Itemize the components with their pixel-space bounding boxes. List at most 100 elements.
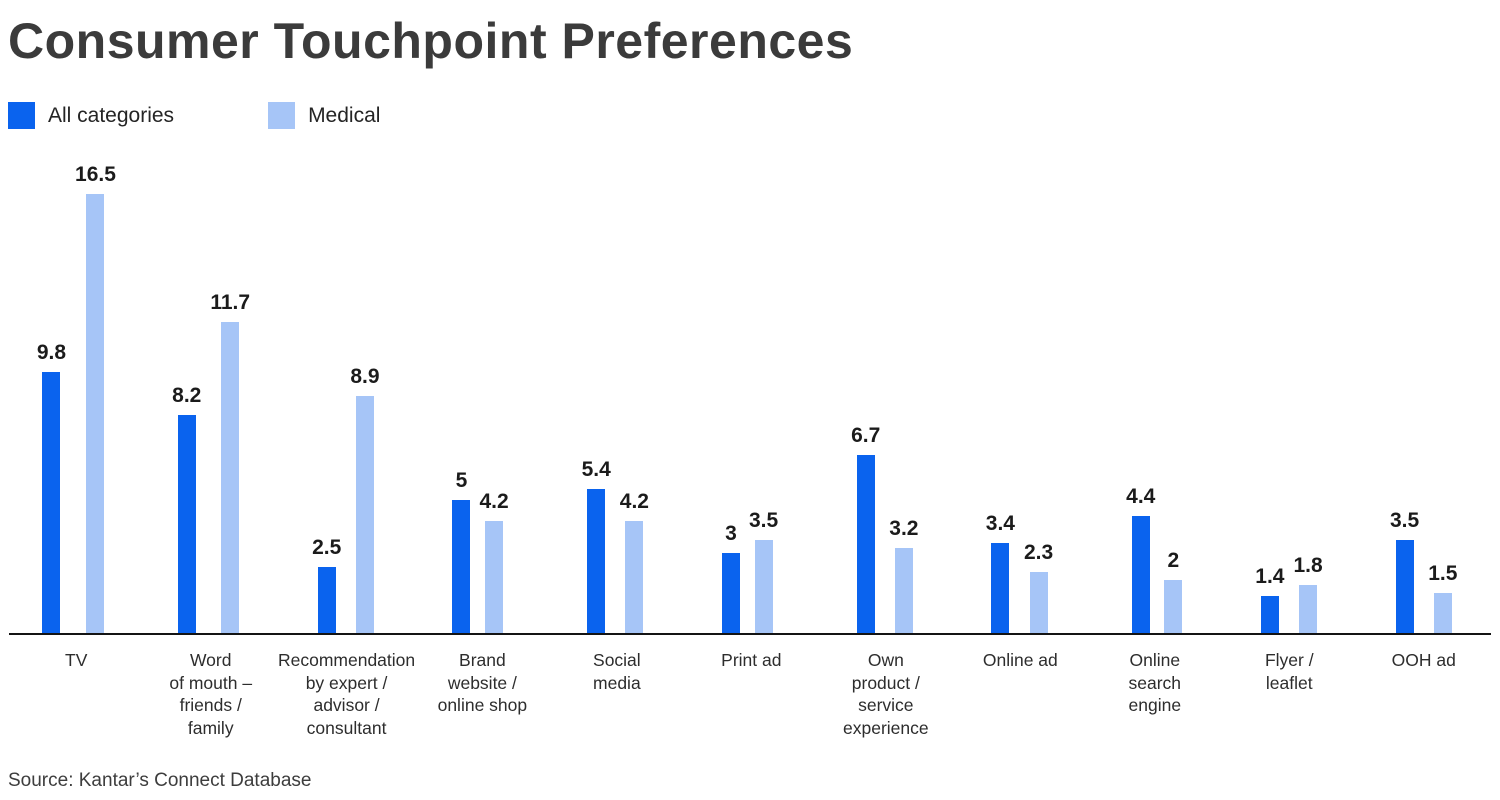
bar bbox=[991, 542, 1010, 633]
value-label: 3.4 bbox=[985, 511, 1015, 535]
value-label: 1.5 bbox=[1428, 562, 1458, 586]
bar-column: 2.3 bbox=[1024, 541, 1053, 633]
value-label: 2 bbox=[1167, 548, 1180, 572]
bar-column: 16.5 bbox=[75, 163, 116, 633]
value-label: 5 bbox=[455, 469, 468, 492]
value-label: 8.2 bbox=[172, 383, 202, 407]
chart-title: Consumer Touchpoint Preferences bbox=[8, 13, 854, 69]
value-label: 1.4 bbox=[1255, 564, 1285, 588]
bar-column: 3.5 bbox=[749, 509, 778, 633]
bar-column: 2.5 bbox=[312, 535, 342, 633]
legend-label: All categories bbox=[48, 103, 175, 127]
value-label: 4.2 bbox=[479, 490, 509, 514]
category-label: Brand website / online shop bbox=[437, 650, 528, 715]
bar-column: 4.4 bbox=[1126, 485, 1155, 633]
x-axis-line bbox=[9, 633, 1491, 635]
category-label: Online search engine bbox=[1128, 650, 1182, 715]
category-label: Print ad bbox=[721, 650, 782, 670]
bar-group: 5.4 4.2 bbox=[548, 148, 683, 633]
value-label: 2.3 bbox=[1024, 540, 1054, 564]
bar-column: 5 bbox=[452, 469, 471, 633]
bar-column: 1.5 bbox=[1428, 562, 1457, 633]
value-label: 3.2 bbox=[889, 516, 919, 540]
bar bbox=[856, 454, 875, 633]
bar-group: 3.4 2.3 bbox=[952, 148, 1087, 633]
category-axis-labels: TV Word of mouth – friends / family Recommend… bbox=[9, 635, 1491, 739]
value-label: 8.9 bbox=[350, 365, 380, 389]
category-label: Recommendation by expert / advisor / consul… bbox=[277, 650, 416, 738]
bar bbox=[1433, 593, 1452, 633]
bar-column: 4.2 bbox=[479, 490, 509, 633]
bar-column: 8.9 bbox=[350, 365, 380, 633]
value-label: 3 bbox=[725, 522, 737, 546]
value-label: 11.7 bbox=[210, 290, 251, 314]
legend: All categories Medical bbox=[8, 102, 1500, 129]
bar-column: 8.2 bbox=[172, 384, 201, 633]
bar bbox=[1164, 579, 1183, 633]
bar-group: 8.2 11.7 bbox=[144, 148, 279, 633]
bar-group: 3 3.5 bbox=[683, 148, 818, 633]
category-label: Online ad bbox=[982, 650, 1058, 670]
category-label: Word of mouth – friends / family bbox=[169, 650, 253, 738]
bar-column: 3 bbox=[721, 522, 740, 633]
value-label: 2.5 bbox=[312, 535, 342, 559]
bar-group: 1.4 1.8 bbox=[1222, 148, 1357, 633]
bar bbox=[754, 539, 773, 633]
bar bbox=[1029, 571, 1048, 633]
legend-label: Medical bbox=[308, 103, 381, 127]
bar-column: 11.7 bbox=[210, 291, 250, 633]
bar bbox=[1260, 595, 1279, 633]
bar-group: 3.5 1.5 bbox=[1356, 148, 1491, 633]
bar-column: 1.8 bbox=[1293, 554, 1323, 633]
bar bbox=[485, 521, 504, 633]
value-label: 3.5 bbox=[1390, 508, 1420, 532]
bar-column: 4.2 bbox=[620, 490, 649, 633]
bar bbox=[177, 414, 196, 633]
legend-swatch-medical bbox=[268, 102, 296, 129]
bar-group: 6.7 3.2 bbox=[817, 148, 952, 633]
chart-region: 9.8 16.5 8.2 11.7 2.5 8.9 5 4.2 5.4 4.2 3 3.5 6.7 3.2… bbox=[9, 148, 1491, 635]
value-label: 3.5 bbox=[748, 508, 779, 532]
value-label: 6.7 bbox=[851, 423, 881, 447]
bar bbox=[721, 553, 740, 633]
bar-column: 5.4 bbox=[582, 458, 611, 633]
category-label: Flyer / leaflet bbox=[1264, 650, 1314, 693]
bar bbox=[452, 500, 471, 633]
bar-group: 4.4 2 bbox=[1087, 148, 1222, 633]
category-label: TV bbox=[65, 650, 88, 670]
legend-swatch-all-categories bbox=[8, 102, 35, 129]
bar-column: 3.2 bbox=[889, 517, 918, 633]
bar bbox=[42, 372, 61, 633]
bar-column: 3.4 bbox=[986, 512, 1015, 633]
bar bbox=[1299, 585, 1318, 633]
value-label: 4.2 bbox=[619, 490, 649, 514]
bar bbox=[1131, 515, 1150, 633]
bar-group: 9.8 16.5 bbox=[9, 148, 144, 633]
source-note: Source: Kantar’s Connect Database bbox=[8, 770, 312, 791]
category-label: OOH ad bbox=[1391, 650, 1456, 670]
bar bbox=[625, 521, 644, 633]
bar bbox=[317, 566, 336, 633]
bar bbox=[221, 321, 240, 633]
bar-column: 2 bbox=[1164, 548, 1183, 633]
bar bbox=[1395, 539, 1414, 633]
legend-item-all-categories: All categories bbox=[8, 102, 174, 129]
bar bbox=[86, 194, 105, 633]
bar bbox=[355, 396, 374, 633]
bar bbox=[894, 547, 913, 633]
category-label: Own product / service experience bbox=[843, 650, 929, 738]
bar-group: 2.5 8.9 bbox=[278, 148, 413, 633]
legend-item-medical: Medical bbox=[268, 102, 380, 129]
bar-column: 9.8 bbox=[37, 341, 66, 633]
category-label: Social media bbox=[593, 650, 641, 693]
value-label: 5.4 bbox=[581, 458, 611, 482]
bar-column: 1.4 bbox=[1255, 565, 1284, 633]
plot-area: 9.8 16.5 8.2 11.7 2.5 8.9 5 4.2 5.4 4.2 3 3.5 6.7 3.2… bbox=[9, 148, 1491, 633]
bar-column: 3.5 bbox=[1390, 509, 1419, 633]
value-label: 4.4 bbox=[1126, 484, 1156, 508]
value-label: 1.8 bbox=[1293, 554, 1323, 578]
value-label: 9.8 bbox=[36, 341, 67, 365]
bar-column: 6.7 bbox=[851, 424, 880, 633]
bar-group: 5 4.2 bbox=[413, 148, 548, 633]
